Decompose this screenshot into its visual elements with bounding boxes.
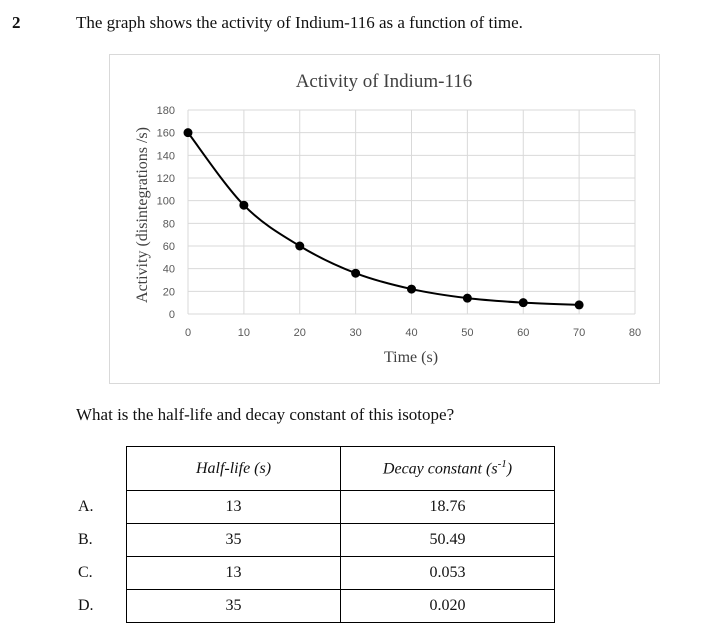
chart-title: Activity of Indium-116 xyxy=(296,71,473,92)
answer-row-b[interactable]: B. 35 50.49 xyxy=(72,523,555,557)
header-half-life-text: Half-life (s) xyxy=(195,459,272,477)
data-point xyxy=(351,268,361,278)
series-line xyxy=(187,132,580,306)
header-decay-text: Decay constant (s xyxy=(382,460,498,478)
data-point xyxy=(295,241,305,251)
y-axis-label: Activity (disintegrations /s) xyxy=(134,127,151,303)
header-decay-sup: -1 xyxy=(497,458,507,471)
x-axis-label: Time (s) xyxy=(384,349,438,366)
y-tick-label: 140 xyxy=(157,150,175,162)
half-life-value: 35 xyxy=(126,523,341,557)
chart-svg: Activity of Indium-116 02040608010012014… xyxy=(134,71,641,366)
answer-row-d[interactable]: D. 35 0.020 xyxy=(72,589,555,623)
answer-row-c[interactable]: C. 13 0.053 xyxy=(72,556,555,590)
header-half-life: Half-life (s) xyxy=(126,446,341,491)
x-tick-label: 80 xyxy=(629,327,641,339)
question-prompt: What is the half-life and decay constant… xyxy=(76,405,455,424)
x-tick-label: 60 xyxy=(517,327,529,339)
y-tick-label: 120 xyxy=(157,173,175,185)
header-decay-close: ) xyxy=(506,460,513,478)
x-tick-label: 10 xyxy=(238,327,250,339)
decay-constant-value: 0.053 xyxy=(340,556,555,590)
x-tick-labels: 0 10 20 30 40 50 60 70 80 xyxy=(185,327,641,339)
x-tick-label: 70 xyxy=(573,327,585,339)
option-letter[interactable]: A. xyxy=(78,498,94,515)
option-letter[interactable]: B. xyxy=(78,531,93,548)
decay-constant-value: 18.76 xyxy=(340,490,555,524)
x-tick-label: 50 xyxy=(461,327,473,339)
header-spacer xyxy=(72,447,127,491)
header-decay-constant: Decay constant (s-1) xyxy=(340,446,555,491)
activity-chart: Activity of Indium-116 0 20 40 60 80 100 120 14… xyxy=(109,54,660,384)
x-tick-label: 20 xyxy=(294,327,306,339)
y-tick-label: 40 xyxy=(163,264,175,276)
y-tick-labels: 0 20 40 60 80 100 120 140 160 180 xyxy=(157,105,175,321)
y-tick-label: 160 xyxy=(157,128,175,140)
series-points xyxy=(183,128,584,310)
data-point xyxy=(239,200,249,210)
y-tick-label: 60 xyxy=(163,241,175,253)
chart-gridlines xyxy=(187,109,636,315)
data-point xyxy=(518,298,528,308)
question-number: 2 xyxy=(12,13,21,32)
y-tick-label: 80 xyxy=(163,218,175,230)
half-life-value: 13 xyxy=(126,556,341,590)
answer-table: Half-life (s) Decay constant (s-1) A. 13… xyxy=(72,446,555,623)
x-tick-label: 40 xyxy=(405,327,417,339)
data-point xyxy=(183,128,193,138)
y-tick-label: 0 xyxy=(169,309,175,321)
option-letter[interactable]: D. xyxy=(78,597,94,614)
data-point xyxy=(574,300,584,310)
answer-row-a[interactable]: A. 13 18.76 xyxy=(72,490,555,524)
question-stem: The graph shows the activity of Indium-1… xyxy=(76,13,523,32)
option-letter[interactable]: C. xyxy=(78,564,93,581)
half-life-value: 35 xyxy=(126,589,341,623)
data-point xyxy=(407,284,416,294)
x-tick-label: 0 xyxy=(185,327,191,339)
data-point xyxy=(462,293,472,303)
y-tick-label: 180 xyxy=(157,105,175,117)
answer-table-header: Half-life (s) Decay constant (s-1) xyxy=(72,446,555,491)
decay-constant-value: 0.020 xyxy=(340,589,555,623)
half-life-value: 13 xyxy=(126,490,341,524)
decay-constant-value: 50.49 xyxy=(340,523,555,557)
x-tick-label: 30 xyxy=(350,327,362,339)
y-tick-label: 100 xyxy=(157,196,175,208)
y-tick-label: 20 xyxy=(163,286,175,298)
